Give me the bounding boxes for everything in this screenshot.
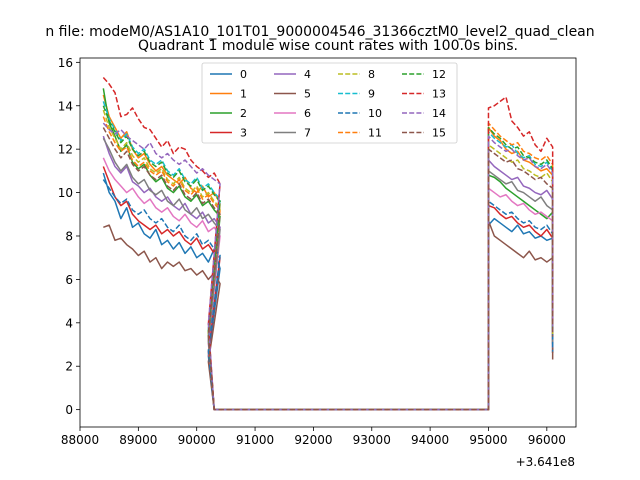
x-axis-offset-label: +3.641e8 [516, 455, 575, 469]
x-tick-label: 90000 [178, 433, 216, 447]
legend-label-15: 15 [432, 127, 446, 140]
x-tick-label: 95000 [469, 433, 507, 447]
series-line-4 [102, 135, 554, 411]
y-tick-label: 16 [58, 56, 73, 70]
series-line-15 [102, 127, 554, 411]
series-line-0 [102, 172, 554, 411]
legend-label-2: 2 [240, 107, 247, 120]
y-tick-label: 14 [58, 99, 73, 113]
series-line-8 [102, 109, 554, 411]
legend-label-11: 11 [368, 127, 382, 140]
legend-label-9: 9 [368, 88, 375, 101]
series-line-11 [102, 116, 554, 411]
legend-label-7: 7 [304, 127, 311, 140]
x-axis-ticks: 88000 89000 90000 91000 92000 93000 94000 95000… [61, 427, 566, 447]
y-tick-label: 4 [65, 316, 73, 330]
legend-label-1: 1 [240, 88, 247, 101]
series-line-10 [102, 179, 554, 411]
x-tick-label: 93000 [353, 433, 391, 447]
series-line-9 [102, 101, 554, 411]
series-line-5 [103, 220, 554, 411]
x-tick-label: 96000 [528, 433, 566, 447]
legend-label-0: 0 [240, 68, 247, 81]
series-line-12 [102, 105, 554, 411]
legend-label-3: 3 [240, 127, 247, 140]
legend-label-8: 8 [368, 68, 375, 81]
x-tick-label: 89000 [119, 433, 157, 447]
axes-frame [79, 57, 577, 428]
series-line-2 [102, 88, 554, 411]
x-tick-label: 94000 [411, 433, 449, 447]
figure-suptitle: n file: modeM0/AS1A10_101T01_9000004546_… [45, 24, 594, 40]
y-axis-ticks: 0 2 4 6 8 10 12 14 16 [58, 56, 80, 417]
legend-label-5: 5 [304, 88, 311, 101]
y-tick-label: 6 [65, 273, 73, 287]
legend-label-10: 10 [368, 107, 382, 120]
series-line-13 [102, 77, 554, 411]
legend-label-13: 13 [432, 88, 446, 101]
y-tick-label: 0 [65, 403, 73, 417]
y-tick-label: 2 [65, 360, 73, 374]
legend-label-12: 12 [432, 68, 446, 81]
series-line-14 [102, 122, 554, 411]
chart-title: Quadrant 1 module wise count rates with … [138, 38, 518, 54]
legend-label-14: 14 [432, 107, 446, 120]
x-tick-label: 91000 [236, 433, 274, 447]
y-tick-label: 10 [58, 186, 73, 200]
legend-label-6: 6 [304, 107, 311, 120]
legend-box [201, 62, 458, 144]
legend-label-4: 4 [304, 68, 311, 81]
series-line-6 [102, 157, 554, 411]
series-lines [102, 77, 554, 411]
series-line-7 [102, 137, 554, 411]
series-line-3 [102, 166, 554, 411]
y-tick-label: 8 [65, 229, 73, 243]
x-tick-label: 92000 [294, 433, 332, 447]
x-tick-label: 88000 [61, 433, 99, 447]
y-tick-label: 12 [58, 143, 73, 157]
